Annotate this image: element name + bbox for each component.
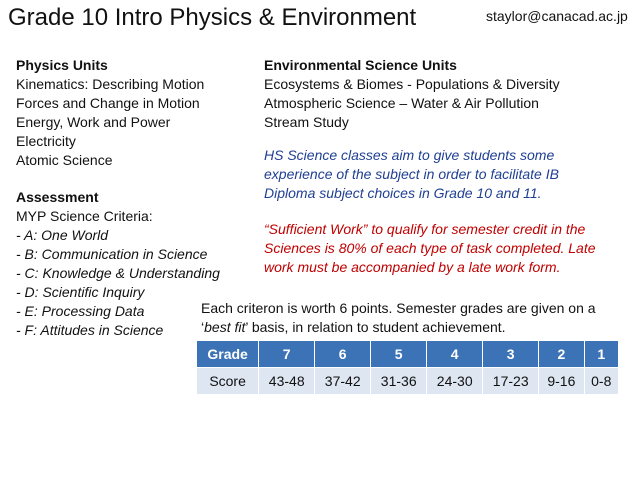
table-cell: 9-16 bbox=[538, 367, 585, 394]
environmental-units-section: Environmental Science Units Ecosystems &… bbox=[264, 56, 560, 132]
physics-unit-item: Kinematics: Describing Motion bbox=[16, 76, 205, 92]
email-address[interactable]: staylor@canacad.ac.jp bbox=[486, 8, 628, 24]
table-header-cell: 6 bbox=[314, 341, 371, 368]
criterion-item: - D: Scientific Inquiry bbox=[16, 284, 145, 300]
criterion-item: - F: Attitudes in Science bbox=[16, 322, 164, 338]
physics-units-section: Physics Units Kinematics: Describing Mot… bbox=[16, 56, 204, 170]
hs-science-note-line: HS Science classes aim to give students … bbox=[264, 147, 555, 163]
sufficient-work-note-line: “Sufficient Work” to qualify for semeste… bbox=[264, 221, 586, 237]
hs-science-note-line: experience of the subject in order to fa… bbox=[264, 166, 559, 182]
grade-score-table: Grade 7 6 5 4 3 2 1 Score 43-48 37-42 31… bbox=[197, 341, 618, 394]
grading-description: Each criteron is worth 6 points. Semeste… bbox=[201, 299, 596, 337]
table-header-cell: 3 bbox=[482, 341, 539, 368]
table-header-cell: 4 bbox=[426, 341, 483, 368]
table-header-cell: Grade bbox=[197, 341, 259, 368]
sufficient-work-note-line: work must be accompanied by a late work … bbox=[264, 259, 561, 275]
environmental-unit-item: Atmospheric Science – Water & Air Pollut… bbox=[264, 95, 539, 111]
assessment-heading: Assessment bbox=[16, 189, 99, 205]
table-header-row: Grade 7 6 5 4 3 2 1 bbox=[197, 341, 618, 368]
grading-description-line: Each criteron is worth 6 points. Semeste… bbox=[201, 300, 596, 316]
table-header-cell: 1 bbox=[583, 341, 618, 368]
page-title: Grade 10 Intro Physics & Environment bbox=[8, 4, 417, 31]
physics-unit-item: Electricity bbox=[16, 133, 76, 149]
physics-unit-item: Atomic Science bbox=[16, 152, 113, 168]
physics-unit-item: Energy, Work and Power bbox=[16, 114, 171, 130]
environmental-unit-item: Ecosystems & Biomes - Populations & Dive… bbox=[264, 76, 560, 92]
grading-description-rest: ’ basis, in relation to student achievem… bbox=[245, 319, 506, 335]
table-cell: Score bbox=[197, 367, 259, 394]
environmental-unit-item: Stream Study bbox=[264, 114, 349, 130]
assessment-section: Assessment MYP Science Criteria: - A: On… bbox=[16, 188, 220, 340]
grading-description-line: ‘best fit’ basis, in relation to student… bbox=[201, 318, 596, 337]
hs-science-note: HS Science classes aim to give students … bbox=[264, 146, 559, 203]
best-fit-emphasis: best fit bbox=[204, 319, 246, 335]
table-cell: 43-48 bbox=[258, 367, 315, 394]
environmental-units-heading: Environmental Science Units bbox=[264, 57, 457, 73]
hs-science-note-line: Diploma subject choices in Grade 10 and … bbox=[264, 185, 542, 201]
criterion-item: - E: Processing Data bbox=[16, 303, 145, 319]
table-cell: 0-8 bbox=[583, 367, 618, 394]
table-cell: 37-42 bbox=[314, 367, 371, 394]
criterion-item: - B: Communication in Science bbox=[16, 246, 208, 262]
table-header-cell: 5 bbox=[370, 341, 427, 368]
physics-units-heading: Physics Units bbox=[16, 57, 108, 73]
table-header-cell: 7 bbox=[258, 341, 315, 368]
criterion-item: - C: Knowledge & Understanding bbox=[16, 265, 220, 281]
table-cell: 31-36 bbox=[370, 367, 427, 394]
criterion-item: - A: One World bbox=[16, 227, 109, 243]
table-cell: 24-30 bbox=[426, 367, 483, 394]
table-header-cell: 2 bbox=[538, 341, 585, 368]
table-row: Score 43-48 37-42 31-36 24-30 17-23 9-16… bbox=[197, 367, 618, 394]
physics-unit-item: Forces and Change in Motion bbox=[16, 95, 200, 111]
sufficient-work-note-line: Sciences is 80% of each type of task com… bbox=[264, 240, 596, 256]
table-cell: 17-23 bbox=[482, 367, 539, 394]
quote-open: ‘ bbox=[201, 319, 205, 335]
sufficient-work-note: “Sufficient Work” to qualify for semeste… bbox=[264, 220, 596, 277]
assessment-subheading: MYP Science Criteria: bbox=[16, 208, 153, 224]
